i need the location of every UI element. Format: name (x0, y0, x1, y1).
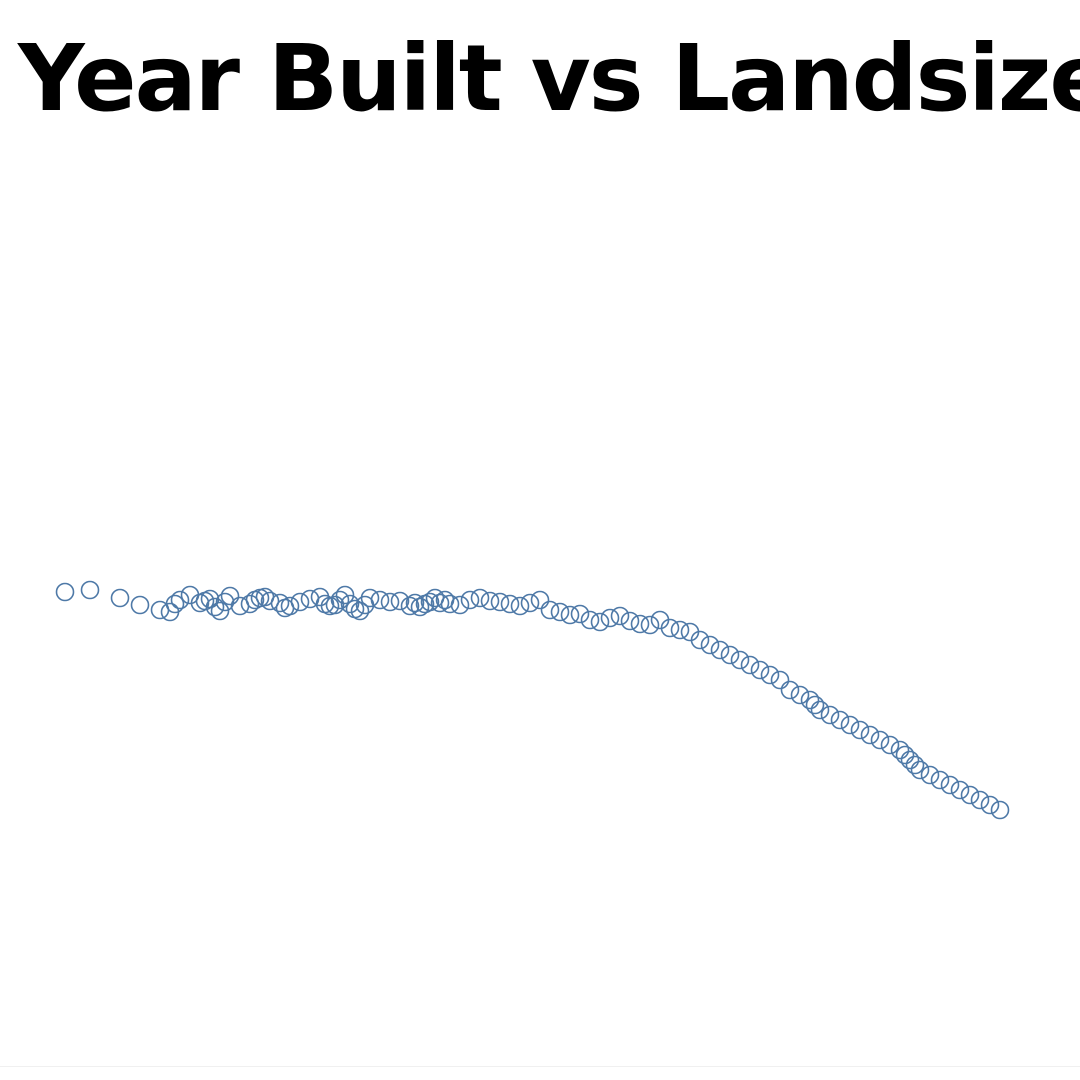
scatter-point (740, 655, 760, 675)
scatter-point (580, 610, 600, 630)
scatter-point (510, 596, 530, 616)
scatter-point (900, 750, 920, 770)
scatter-point (600, 608, 620, 628)
scatter-point (220, 586, 240, 606)
scatter-point (760, 665, 780, 685)
scatter-point (590, 612, 610, 632)
scatter-point (450, 595, 470, 615)
bottom-rule (0, 1066, 1080, 1067)
scatter-point (370, 590, 390, 610)
scatter-point (990, 800, 1010, 820)
scatter-point (880, 735, 900, 755)
scatter-point (770, 670, 790, 690)
scatter-point (110, 588, 130, 608)
scatter-point (330, 590, 350, 610)
scatter-point (920, 765, 940, 785)
scatter-point (80, 580, 100, 600)
scatter-point (340, 594, 360, 614)
scatter-point (750, 660, 770, 680)
scatter-point (380, 592, 400, 612)
scatter-point (335, 585, 355, 605)
scatter-point (480, 591, 500, 611)
scatter-point (500, 594, 520, 614)
scatter-point (350, 601, 370, 621)
scatter-point (55, 582, 75, 602)
scatter-point (660, 618, 680, 638)
scatter-point (805, 695, 825, 715)
scatter-point (405, 593, 425, 613)
scatter-point (830, 710, 850, 730)
scatter-point (290, 592, 310, 612)
scatter-point (170, 590, 190, 610)
scatter-point (780, 680, 800, 700)
chart-title: Year Built vs Landsize (18, 25, 1080, 132)
scatter-point (560, 605, 580, 625)
scatter-point (630, 614, 650, 634)
scatter-point (960, 785, 980, 805)
scatter-point (430, 593, 450, 613)
scatter-point (610, 606, 630, 626)
scatter-point (530, 590, 550, 610)
scatter-point (270, 593, 290, 613)
scatter-point (940, 775, 960, 795)
scatter-point (520, 593, 540, 613)
scatter-point (460, 590, 480, 610)
scatter-point (260, 591, 280, 611)
scatter-point (720, 645, 740, 665)
scatter-point (910, 760, 930, 780)
scatter-point (870, 730, 890, 750)
scatter-point (470, 588, 490, 608)
scatter-point (820, 705, 840, 725)
scatter-point (165, 594, 185, 614)
scatter-point (360, 588, 380, 608)
scatter-point (860, 725, 880, 745)
scatter-point (550, 602, 570, 622)
scatter-point (670, 620, 690, 640)
scatter-point (930, 770, 950, 790)
scatter-point (850, 720, 870, 740)
scatter-point (810, 700, 830, 720)
scatter-point (410, 597, 430, 617)
scatter-point (390, 591, 410, 611)
scatter-point (890, 740, 910, 760)
scatter-point (620, 611, 640, 631)
scatter-point (690, 630, 710, 650)
scatter-point (710, 640, 730, 660)
scatter-point (540, 600, 560, 620)
scatter-point (325, 595, 345, 615)
scatter-point (730, 650, 750, 670)
scatter-point (640, 615, 660, 635)
scatter-point (570, 604, 590, 624)
scatter-point (800, 690, 820, 710)
scatter-point (400, 596, 420, 616)
scatter-point (970, 790, 990, 810)
scatter-point (490, 592, 510, 612)
scatter-point (840, 715, 860, 735)
scatter-point (130, 595, 150, 615)
scatter-point (240, 594, 260, 614)
scatter-point (280, 596, 300, 616)
scatter-point (905, 755, 925, 775)
scatter-point (440, 594, 460, 614)
scatter-point (420, 592, 440, 612)
scatter-point (210, 601, 230, 621)
scatter-point (700, 635, 720, 655)
scatter-point (790, 685, 810, 705)
scatter-point (205, 597, 225, 617)
scatter-point (980, 795, 1000, 815)
scatter-point (215, 592, 235, 612)
scatter-point (950, 780, 970, 800)
scatter-point (895, 745, 915, 765)
